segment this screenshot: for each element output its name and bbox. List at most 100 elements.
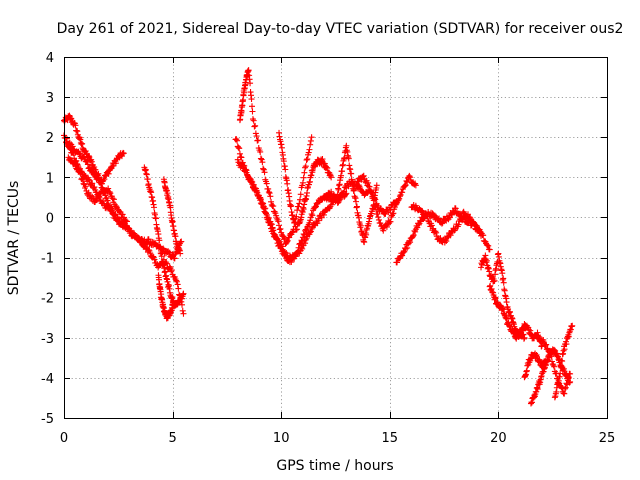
y-tick-label: 4 (46, 51, 54, 66)
data-point (70, 150, 77, 157)
series-arc14 (354, 172, 419, 234)
data-point (282, 252, 289, 259)
data-point (100, 198, 107, 205)
data-point (397, 253, 404, 260)
data-point (244, 171, 251, 178)
data-point (276, 222, 283, 229)
data-point (373, 182, 380, 189)
data-point (280, 248, 287, 255)
data-point (260, 166, 267, 173)
data-point (259, 159, 266, 166)
data-point (255, 192, 262, 199)
data-point (252, 130, 259, 137)
data-point (255, 137, 262, 144)
data-point (553, 370, 560, 377)
data-point (499, 270, 506, 277)
series-arc11 (276, 129, 335, 233)
data-point (349, 179, 356, 186)
data-point (314, 220, 321, 227)
data-point (62, 135, 69, 142)
x-tick-label: 20 (490, 431, 507, 446)
data-point (438, 220, 445, 227)
data-point (500, 279, 507, 286)
series-arc6 (155, 272, 177, 322)
series-arc22 (534, 333, 574, 397)
data-point (412, 182, 419, 189)
data-point (246, 174, 253, 181)
series-arc5 (141, 164, 187, 309)
data-point (390, 210, 397, 217)
data-point (549, 361, 556, 368)
data-point (249, 108, 256, 115)
data-point (360, 172, 367, 179)
data-point (86, 177, 93, 184)
data-point (276, 241, 283, 248)
data-point (379, 207, 386, 214)
data-point (308, 210, 315, 217)
data-point (564, 381, 571, 388)
data-point (89, 180, 96, 187)
series-arc3 (63, 139, 187, 317)
data-point (82, 183, 89, 190)
data-point (270, 202, 277, 209)
data-point (144, 176, 151, 183)
data-point (307, 141, 314, 148)
data-point (563, 380, 570, 387)
data-point (273, 236, 280, 243)
data-point (152, 215, 159, 222)
data-point (312, 204, 319, 211)
x-tick-label: 15 (382, 431, 399, 446)
data-point (393, 200, 400, 207)
data-point (307, 229, 314, 236)
data-point (282, 166, 289, 173)
x-tick-label: 0 (60, 431, 68, 446)
data-point (472, 221, 479, 228)
data-point (278, 231, 285, 238)
y-tick-label: 2 (46, 131, 54, 146)
data-point (389, 210, 396, 217)
data-point (252, 122, 259, 129)
data-point (370, 195, 377, 202)
data-point (85, 152, 92, 159)
data-point (486, 246, 493, 253)
data-points (61, 67, 576, 407)
data-point (122, 217, 129, 224)
data-point (409, 233, 416, 240)
data-point (234, 137, 241, 144)
data-point (565, 374, 572, 381)
data-point (262, 210, 269, 217)
series-arc17 (478, 250, 528, 342)
data-point (278, 245, 285, 252)
data-point (299, 245, 306, 252)
data-point (257, 148, 264, 155)
data-point (361, 239, 368, 246)
data-point (569, 322, 576, 329)
data-point (163, 260, 170, 267)
data-point (355, 182, 362, 189)
data-point (106, 188, 113, 195)
data-point (289, 229, 296, 236)
data-point (297, 240, 304, 247)
data-point (302, 163, 309, 170)
data-point (340, 189, 347, 196)
data-point (164, 190, 171, 197)
data-point (567, 370, 574, 377)
data-point (547, 348, 554, 355)
data-point (158, 253, 165, 260)
data-point (380, 227, 387, 234)
data-point (235, 144, 242, 151)
data-point (250, 181, 257, 188)
data-point (554, 375, 561, 382)
data-point (480, 232, 487, 239)
data-point (551, 363, 558, 370)
data-point (119, 211, 126, 218)
data-point (315, 217, 322, 224)
data-point (335, 199, 342, 206)
data-point (77, 139, 84, 146)
data-point (446, 214, 453, 221)
data-point (402, 245, 409, 252)
data-point (368, 190, 375, 197)
data-point (403, 177, 410, 184)
data-point (267, 193, 274, 200)
data-point (354, 178, 361, 185)
